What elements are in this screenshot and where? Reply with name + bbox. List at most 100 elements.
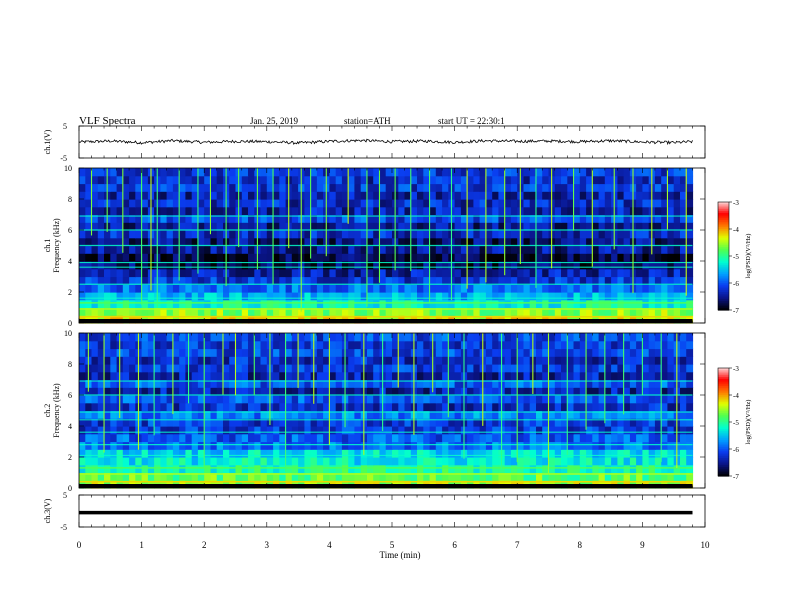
psd-cell xyxy=(85,464,93,474)
psd-cell xyxy=(229,175,237,185)
psd-cell xyxy=(135,457,143,466)
psd-cell xyxy=(604,307,612,316)
psd-cell xyxy=(504,222,512,231)
psd-cell xyxy=(392,356,399,365)
psd-cell xyxy=(485,348,493,357)
psd-cell xyxy=(122,292,130,301)
psd-cell xyxy=(492,402,500,412)
psd-cell xyxy=(360,191,368,200)
psd-cell xyxy=(116,206,124,216)
psd-cell xyxy=(473,299,481,309)
psd-cell xyxy=(248,457,255,466)
psd-cell xyxy=(548,356,556,365)
psd-cell xyxy=(354,191,362,200)
psd-cell xyxy=(104,333,111,342)
psd-cell xyxy=(166,299,174,309)
psd-cell xyxy=(623,245,631,254)
psd-cell xyxy=(160,395,168,404)
psd-cell xyxy=(266,214,274,223)
psd-cell xyxy=(291,222,299,231)
psd-cell xyxy=(686,245,694,254)
psd-cell xyxy=(216,333,224,342)
psd-cell xyxy=(216,214,224,223)
psd-cell xyxy=(448,356,456,365)
psd-cell xyxy=(191,426,199,435)
psd-cell xyxy=(573,402,581,412)
psd-cell xyxy=(229,245,237,254)
psd-cell xyxy=(473,261,481,270)
psd-cell xyxy=(554,214,562,223)
psd-cell xyxy=(680,387,687,396)
psd-cell xyxy=(629,340,637,350)
psd-cell xyxy=(648,276,656,285)
psd-cell xyxy=(529,261,537,270)
psd-cell xyxy=(404,199,412,208)
psd-cell xyxy=(592,175,600,185)
colorbar-cell xyxy=(718,452,729,455)
psd-cell xyxy=(254,449,262,458)
psd-cell xyxy=(598,191,606,200)
psd-cell xyxy=(273,191,280,200)
psd-cell xyxy=(279,230,287,239)
psd-cell xyxy=(429,222,437,231)
psd-cell xyxy=(673,168,681,177)
psd-cell xyxy=(291,387,299,396)
psd-cell xyxy=(579,333,587,342)
psd-cell xyxy=(611,292,618,301)
psd-cell xyxy=(335,333,343,342)
psd-cell xyxy=(467,168,474,177)
psd-cell xyxy=(536,292,543,301)
psd-cell xyxy=(223,402,230,412)
psd-cell xyxy=(542,230,550,239)
psd-cell xyxy=(154,356,161,365)
psd-cell xyxy=(248,371,255,381)
psd-cell xyxy=(579,340,587,350)
psd-cell xyxy=(323,364,330,373)
colorbar-cell xyxy=(718,425,729,428)
psd-cell xyxy=(235,299,243,309)
psd-cell xyxy=(429,395,437,404)
psd-cell xyxy=(473,206,481,216)
psd-cell xyxy=(510,402,518,412)
psd-cell xyxy=(354,464,362,474)
psd-cell xyxy=(661,268,669,278)
psd-cell xyxy=(686,191,694,200)
psd-cell xyxy=(473,222,481,231)
psd-cell xyxy=(91,199,99,208)
psd-cell xyxy=(542,183,550,192)
psd-cell xyxy=(492,356,500,365)
psd-cell xyxy=(354,340,362,350)
psd-cell xyxy=(254,418,262,427)
psd-cell xyxy=(435,199,443,208)
psd-cell xyxy=(686,387,694,396)
psd-cell xyxy=(147,364,155,373)
psd-cell xyxy=(260,253,268,262)
psd-cell xyxy=(310,299,318,309)
psd-cell xyxy=(122,418,130,427)
colorbar-cell xyxy=(718,290,729,293)
psd-cell xyxy=(79,333,86,342)
psd-cell xyxy=(623,340,631,350)
psd-cell xyxy=(523,340,531,350)
psd-cell xyxy=(197,418,205,427)
psd-cell xyxy=(367,464,374,474)
psd-cell xyxy=(542,371,550,381)
psd-cell xyxy=(598,364,606,373)
psd-cell xyxy=(592,333,600,342)
psd-cell xyxy=(210,183,218,192)
psd-cell xyxy=(510,426,518,435)
psd-cell xyxy=(260,276,268,285)
psd-cell xyxy=(254,307,262,316)
psd-cell xyxy=(335,276,343,285)
psd-cell xyxy=(523,356,531,365)
psd-cell xyxy=(79,191,86,200)
psd-cell xyxy=(85,199,93,208)
psd-cell xyxy=(586,433,593,443)
psd-cell xyxy=(454,299,462,309)
psd-cell xyxy=(604,191,612,200)
colorbar-cell xyxy=(718,254,729,257)
psd-cell xyxy=(673,292,681,301)
psd-cell xyxy=(104,426,111,435)
psd-cell xyxy=(498,268,506,278)
psd-cell xyxy=(367,230,374,239)
